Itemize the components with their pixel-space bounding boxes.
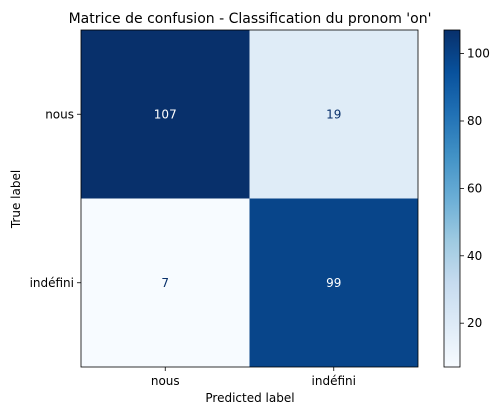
colorbar [443, 29, 461, 368]
y-tick-label: nous [45, 107, 74, 121]
x-tick-label: indéfini [312, 374, 356, 388]
cell-indéfini-nous [81, 198, 250, 367]
chart-title: Matrice de confusion - Classification du… [69, 11, 432, 27]
matrix-frame [80, 29, 419, 368]
colorbar-ticks: 20 40 60 80 100 [460, 47, 490, 330]
cell-value-label: 19 [326, 107, 341, 121]
cell-value-label: 7 [161, 276, 169, 290]
colorbar-tick-label: 40 [467, 249, 482, 263]
cell-value-label: 107 [154, 107, 177, 121]
y-axis-label: True label [9, 170, 23, 229]
x-axis-ticks: nous indéfini [151, 367, 356, 388]
cell-value-label: 99 [326, 276, 341, 290]
colorbar-tick-label: 60 [467, 181, 482, 195]
x-tick-label: nous [151, 374, 180, 388]
cell-indéfini-indéfini [249, 198, 418, 367]
matrix-cells: 107 19 7 99 [81, 30, 418, 367]
cell-nous-nous [81, 30, 250, 199]
colorbar-tick-label: 20 [467, 316, 482, 330]
cell-nous-indéfini [249, 30, 418, 199]
colorbar-tick-label: 80 [467, 114, 482, 128]
y-axis-ticks: nous indéfini [30, 107, 81, 290]
y-tick-label: indéfini [30, 276, 74, 290]
x-axis-label: Predicted label [205, 391, 294, 405]
colorbar-tick-label: 100 [467, 47, 490, 61]
